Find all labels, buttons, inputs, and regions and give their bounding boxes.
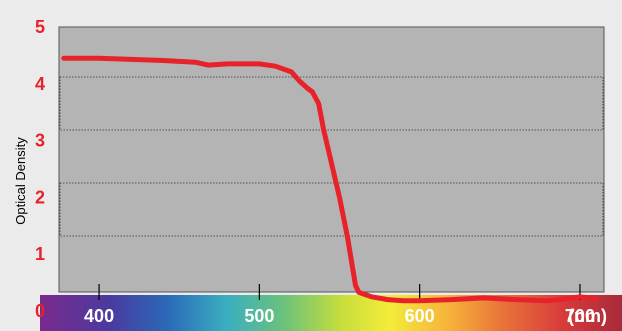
grid-band-upper (59, 76, 604, 131)
y-tick-label: 0 (35, 301, 45, 321)
y-tick-label: 1 (35, 244, 45, 264)
x-axis-unit: (nm) (568, 306, 607, 326)
x-tick-label: 400 (84, 306, 114, 326)
x-tick-label: 600 (405, 306, 435, 326)
y-tick-label: 5 (35, 17, 45, 37)
series-line (61, 55, 599, 304)
grid-band-lower (59, 182, 604, 237)
y-tick-label: 4 (35, 74, 45, 94)
x-tick-label: 500 (244, 306, 274, 326)
y-tick-label: 2 (35, 187, 45, 207)
y-tick-label: 3 (35, 131, 45, 151)
y-axis-label: Optical Density (13, 137, 28, 225)
x-tick-label: 700 (565, 306, 595, 326)
x-axis-ticks: 400 500 600 700 (84, 284, 595, 326)
y-axis-ticks: 0 1 2 3 4 5 (35, 17, 45, 321)
